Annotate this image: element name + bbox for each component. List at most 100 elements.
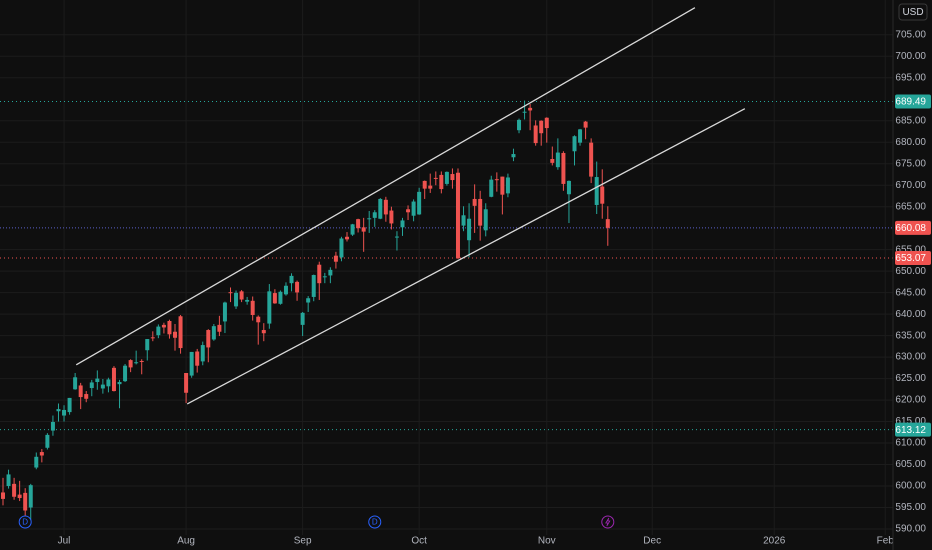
y-tick-label: 700.00 [895, 51, 926, 62]
candle-body [228, 292, 233, 294]
y-tick-label: 600.00 [895, 481, 926, 492]
y-tick-label: 685.00 [895, 115, 926, 126]
candle-body [189, 351, 194, 376]
y-tick-label: 590.00 [895, 524, 926, 535]
candle-body [67, 397, 72, 413]
y-tick-label: 705.00 [895, 29, 926, 40]
candle-body [322, 276, 327, 278]
candle-body [84, 394, 89, 399]
x-tick-label: 2026 [763, 536, 786, 547]
candle-body [317, 264, 322, 284]
candle-body [439, 174, 444, 190]
x-tick-label: Dec [643, 536, 661, 547]
candle-body [195, 351, 200, 366]
event-icon [605, 517, 611, 527]
candle-body [422, 180, 427, 189]
candle-body [328, 269, 333, 276]
candle-body [28, 485, 33, 508]
price-tag-label: 653.07 [895, 253, 926, 264]
candle-body [528, 107, 533, 111]
candle-body [578, 129, 583, 143]
candle-body [245, 299, 250, 302]
candle-body [206, 330, 211, 348]
candle-body [400, 220, 405, 228]
candle-body [17, 494, 22, 499]
y-tick-label: 695.00 [895, 72, 926, 83]
candle-body [356, 219, 361, 229]
candle-body [134, 362, 139, 364]
candle-body [433, 177, 438, 179]
candle-body [256, 316, 261, 323]
candle-body [173, 331, 178, 338]
y-tick-label: 640.00 [895, 309, 926, 320]
candle-body [89, 382, 94, 389]
x-tick-label: Jul [58, 536, 71, 547]
price-tag [895, 220, 931, 235]
candle-body [566, 180, 571, 195]
y-tick-label: 645.00 [895, 287, 926, 298]
grid [0, 0, 893, 535]
candle-body [6, 474, 11, 487]
y-tick-label: 670.00 [895, 180, 926, 191]
candle-body [550, 158, 555, 163]
candle-body [583, 121, 588, 128]
candle-body [594, 177, 599, 205]
candle-body [483, 209, 488, 231]
candle-body [283, 285, 288, 295]
candle-body [56, 409, 61, 412]
currency[interactable]: USD [902, 7, 923, 18]
candle-body [111, 367, 116, 392]
candle-body [428, 185, 433, 189]
event-marker [601, 515, 615, 529]
candle-body [73, 377, 78, 390]
price-tag [895, 422, 931, 437]
candle-body [350, 224, 355, 235]
event-marker [368, 515, 382, 529]
candle-body [106, 379, 111, 387]
y-tick-label: 635.00 [895, 330, 926, 341]
y-tick-label: 630.00 [895, 352, 926, 363]
x-tick-label: Feb [877, 536, 895, 547]
candle-body [539, 120, 544, 134]
axis: 590.00 595.00 600.00 605.00 610.00 615.00 620.… [58, 0, 931, 550]
candle-body [489, 179, 494, 197]
candle-body [411, 201, 416, 216]
candle-body [444, 171, 449, 184]
candle-body [117, 382, 122, 385]
y-tick-label: 655.00 [895, 244, 926, 255]
candle-body [211, 326, 216, 340]
currency-box[interactable] [898, 3, 928, 21]
candle-body [0, 492, 5, 499]
candle-body [517, 119, 522, 131]
candle-body [605, 219, 610, 228]
candle-body [161, 324, 166, 328]
candle-body [417, 191, 422, 215]
price-tag [895, 94, 931, 109]
candle-body [572, 136, 577, 152]
candle-body [494, 179, 499, 181]
candle-body [139, 360, 144, 362]
candle-body [34, 456, 39, 468]
candle-body [511, 154, 516, 158]
candle-body [239, 291, 244, 300]
price-tag-label: 613.12 [895, 425, 926, 436]
candle-body [472, 198, 477, 206]
candle-body [261, 330, 266, 334]
candle-body [478, 198, 483, 226]
y-tick-label: 675.00 [895, 158, 926, 169]
candle-body [345, 236, 350, 240]
candle-body [250, 300, 255, 315]
y-tick-label: 625.00 [895, 373, 926, 384]
candle-body [78, 385, 83, 398]
y-tick-label: 665.00 [895, 201, 926, 212]
candle-body [378, 198, 383, 219]
candle-body [450, 174, 455, 181]
candle-body [200, 345, 205, 362]
candle-body [367, 218, 372, 220]
candle-body [45, 434, 50, 448]
candle-body [361, 227, 366, 232]
candle-body [234, 292, 239, 307]
